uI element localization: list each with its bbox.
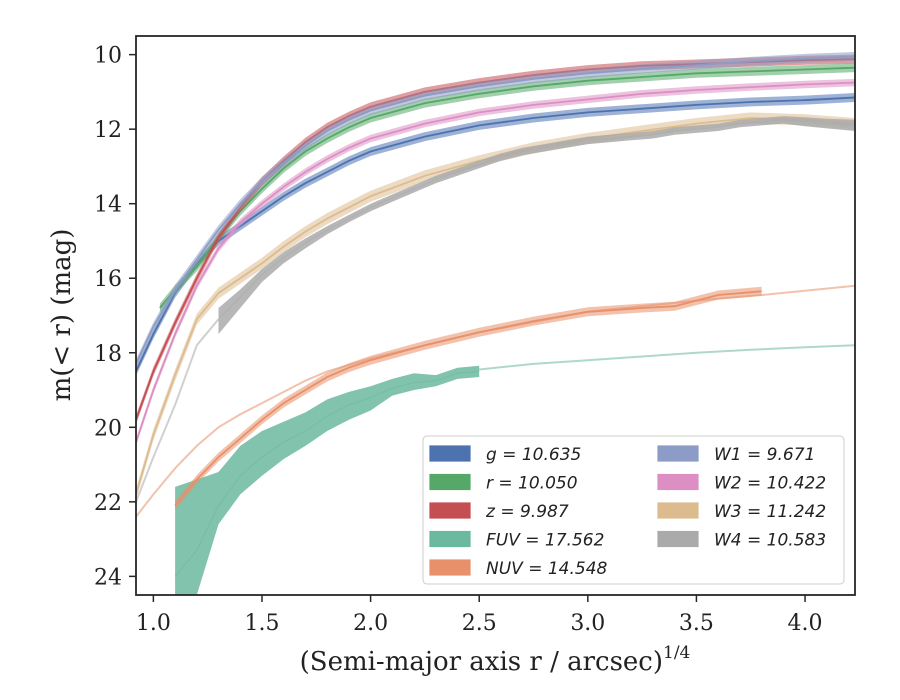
legend-swatch xyxy=(429,445,471,462)
x-axis-label: (Semi-major axis r / arcsec)1/4 xyxy=(300,643,691,677)
y-tick-label: 20 xyxy=(94,416,122,441)
y-tick-label: 14 xyxy=(94,193,122,218)
x-axis-ticks: 1.0 1.5 2.0 2.5 3.0 3.5 4.0 xyxy=(136,595,823,636)
series-3 xyxy=(174,344,855,595)
series-6-line xyxy=(136,81,855,443)
y-tick-label: 18 xyxy=(94,342,122,367)
plot-frame xyxy=(135,35,856,596)
legend-label: FUV = 17.562 xyxy=(486,531,604,551)
legend-entry: r = 10.050 xyxy=(429,473,578,494)
legend-entry: W2 = 10.422 xyxy=(657,473,826,494)
legend-swatch xyxy=(429,502,471,519)
y-tick-label: 16 xyxy=(94,267,122,292)
legend-swatch xyxy=(657,445,699,462)
legend-swatch xyxy=(429,473,471,491)
series-3-band xyxy=(175,365,480,595)
x-tick-label: 4.0 xyxy=(788,611,823,636)
x-tick-label: 3.0 xyxy=(570,611,605,636)
series-3-extension-line xyxy=(479,344,855,371)
y-tick-label: 10 xyxy=(94,44,122,69)
legend-swatch xyxy=(429,559,471,576)
legend-entry: z = 9.987 xyxy=(429,502,569,522)
legend-entry: W3 = 11.242 xyxy=(657,502,826,522)
series-7-line xyxy=(136,117,855,495)
series-8-extension-line xyxy=(136,318,220,503)
legend-label: W1 = 9.671 xyxy=(714,445,815,465)
legend-label: z = 9.987 xyxy=(485,502,569,522)
y-tick-label: 22 xyxy=(94,491,122,516)
series-layer xyxy=(136,52,855,595)
series-4-line xyxy=(174,290,762,507)
series-6 xyxy=(136,78,855,446)
legend-label: W3 = 11.242 xyxy=(714,502,826,522)
legend-entry: g = 10.635 xyxy=(429,445,581,465)
series-5-line xyxy=(136,55,855,365)
series-3-line xyxy=(174,370,480,577)
series-0-band xyxy=(136,93,855,376)
legend-label: g = 10.635 xyxy=(486,445,581,465)
legend-swatch xyxy=(657,502,699,519)
legend-label: W2 = 10.422 xyxy=(714,474,826,494)
x-tick-label: 2.5 xyxy=(462,611,497,636)
legend-label: r = 10.050 xyxy=(486,474,578,494)
legend-swatch xyxy=(429,530,471,548)
legend-entry: NUV = 14.548 xyxy=(429,559,608,579)
legend-label: NUV = 14.548 xyxy=(486,559,608,579)
legend-swatch xyxy=(657,530,699,548)
y-axis-ticks: 10 12 14 16 18 20 22 24 xyxy=(94,44,136,590)
series-6-band xyxy=(136,78,855,446)
x-tick-label: 1.0 xyxy=(136,611,171,636)
series-4 xyxy=(136,284,855,518)
x-tick-label: 1.5 xyxy=(244,611,279,636)
y-axis-label: m(< r) (mag) xyxy=(47,229,77,402)
series-8 xyxy=(136,116,855,503)
series-7 xyxy=(136,112,855,501)
y-tick-label: 24 xyxy=(94,565,122,590)
y-tick-label: 12 xyxy=(94,118,122,143)
series-5 xyxy=(136,52,855,369)
legend-entry: W4 = 10.583 xyxy=(657,530,826,551)
legend-box xyxy=(422,435,845,585)
series-8-line xyxy=(218,119,855,320)
x-tick-label: 2.0 xyxy=(353,611,388,636)
legend-entry: FUV = 17.562 xyxy=(429,530,604,551)
legend-label: W4 = 10.583 xyxy=(714,531,826,551)
series-0 xyxy=(136,93,855,376)
legend: g = 10.635 r = 10.050 z = 9.987 FUV = 17.56… xyxy=(422,435,845,585)
legend-entry: W1 = 9.671 xyxy=(657,445,815,465)
legend-swatch xyxy=(657,473,699,491)
x-tick-label: 3.5 xyxy=(679,611,714,636)
x-axis-label-superscript: 1/4 xyxy=(663,643,690,663)
